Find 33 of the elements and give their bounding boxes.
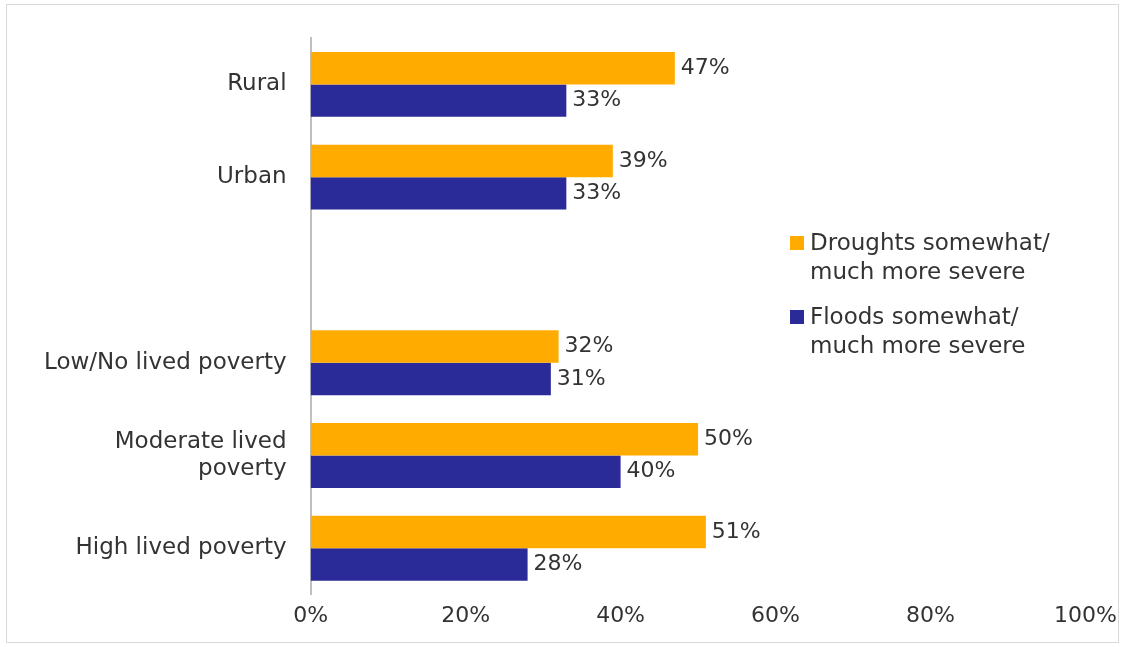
x-tick-label: 80% xyxy=(906,601,956,627)
data-label: 51% xyxy=(711,517,761,543)
data-label: 28% xyxy=(533,550,583,576)
bar xyxy=(310,177,567,210)
data-label: 39% xyxy=(618,146,668,172)
data-label: 33% xyxy=(572,179,622,205)
y-tick-label: Low/No lived poverty xyxy=(43,347,287,374)
x-tick-label: 0% xyxy=(293,601,329,627)
bar xyxy=(310,422,699,456)
data-label: 50% xyxy=(704,424,753,450)
bar xyxy=(310,51,675,85)
bar xyxy=(310,362,551,396)
legend-label: Floods somewhat/ much more severe xyxy=(810,302,1027,360)
data-label: 32% xyxy=(564,332,614,358)
y-tick-label: Rural xyxy=(227,69,287,96)
bar xyxy=(310,548,528,581)
bar xyxy=(310,330,559,363)
data-label: 31% xyxy=(556,364,606,390)
x-tick-label: 20% xyxy=(441,601,491,627)
y-tick-label: High lived poverty xyxy=(75,533,287,560)
y-tick-label: Moderate lived poverty xyxy=(114,426,287,481)
x-tick-label: 40% xyxy=(596,601,646,627)
bar xyxy=(310,515,706,549)
bar xyxy=(310,144,613,178)
y-tick-label: Urban xyxy=(217,162,287,189)
x-tick-label: 100% xyxy=(1054,601,1118,627)
x-tick-label: 60% xyxy=(751,601,801,627)
data-label: 40% xyxy=(626,457,676,483)
bar xyxy=(310,455,621,488)
bar xyxy=(310,84,567,117)
legend-label: Droughts somewhat/ much more severe xyxy=(810,228,1051,286)
data-label: 47% xyxy=(680,53,730,79)
data-label: 33% xyxy=(572,86,622,112)
